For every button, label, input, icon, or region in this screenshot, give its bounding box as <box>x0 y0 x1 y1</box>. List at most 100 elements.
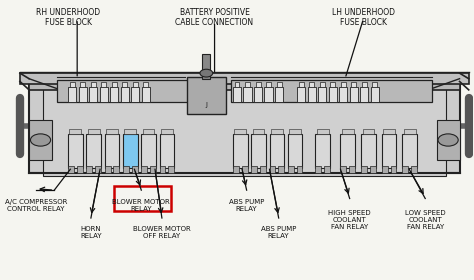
Bar <box>110 87 118 102</box>
Bar <box>317 129 328 134</box>
Bar <box>202 54 210 79</box>
Bar <box>113 167 119 173</box>
Bar <box>370 167 376 173</box>
Bar <box>160 134 174 168</box>
Bar <box>77 167 82 173</box>
Bar <box>132 167 137 173</box>
Bar <box>270 134 284 168</box>
Bar <box>234 129 246 134</box>
Bar <box>143 129 155 134</box>
Circle shape <box>438 134 458 146</box>
Bar <box>402 167 408 173</box>
Bar <box>68 134 82 168</box>
Text: ABS PUMP
RELAY: ABS PUMP RELAY <box>261 226 296 239</box>
Bar <box>266 82 271 87</box>
Bar <box>253 129 264 134</box>
Bar <box>123 167 129 173</box>
Bar <box>297 87 305 102</box>
Bar <box>264 87 273 102</box>
Bar <box>233 167 239 173</box>
Bar <box>351 82 356 87</box>
Bar <box>121 87 129 102</box>
Bar <box>339 87 347 102</box>
Bar <box>105 167 110 173</box>
Bar <box>68 87 76 102</box>
Bar <box>309 82 314 87</box>
Bar <box>141 134 156 168</box>
Text: BATTERY POSITIVE
CABLE CONNECTION: BATTERY POSITIVE CABLE CONNECTION <box>175 8 254 27</box>
Text: HIGH SPEED
COOLANT
FAN RELAY: HIGH SPEED COOLANT FAN RELAY <box>328 210 371 230</box>
Bar <box>142 87 150 102</box>
Bar <box>362 82 367 87</box>
Bar <box>187 77 226 113</box>
Bar <box>123 134 137 168</box>
Bar <box>361 134 376 168</box>
Text: LOW SPEED
COOLANT
FAN RELAY: LOW SPEED COOLANT FAN RELAY <box>405 210 446 230</box>
Bar <box>43 88 446 176</box>
Bar <box>382 134 396 168</box>
Bar <box>101 82 106 87</box>
Bar <box>275 87 283 102</box>
Bar <box>251 134 266 168</box>
Bar <box>100 87 108 102</box>
Text: RH UNDERHOOD
FUSE BLOCK: RH UNDERHOOD FUSE BLOCK <box>36 8 100 27</box>
Bar <box>349 167 355 173</box>
Bar <box>315 167 321 173</box>
Bar <box>299 82 303 87</box>
Bar <box>144 82 148 87</box>
Bar <box>80 82 85 87</box>
Bar <box>391 167 396 173</box>
Bar <box>112 82 117 87</box>
Bar <box>437 120 460 160</box>
Bar <box>255 82 261 87</box>
Bar <box>70 129 81 134</box>
Bar <box>70 82 74 87</box>
Bar <box>363 129 374 134</box>
Bar <box>324 167 330 173</box>
Bar <box>330 82 335 87</box>
Bar <box>371 87 379 102</box>
Bar <box>251 167 257 173</box>
Text: BLOWER MOTOR
OFF RELAY: BLOWER MOTOR OFF RELAY <box>133 226 191 239</box>
Bar <box>260 167 266 173</box>
Bar <box>319 82 325 87</box>
Bar <box>233 87 241 102</box>
Text: J: J <box>205 102 208 108</box>
Bar <box>89 87 97 102</box>
Bar <box>161 129 173 134</box>
Text: A/C COMPRESSOR
CONTROL RELAY: A/C COMPRESSOR CONTROL RELAY <box>5 199 67 211</box>
Bar <box>242 167 247 173</box>
Bar <box>168 167 174 173</box>
Circle shape <box>200 69 213 77</box>
Bar <box>277 82 282 87</box>
Bar <box>68 167 74 173</box>
Bar <box>402 134 417 168</box>
Bar <box>125 129 136 134</box>
Bar <box>318 87 326 102</box>
Bar <box>373 82 377 87</box>
Bar <box>350 87 358 102</box>
Text: LH UNDERHOOD
FUSE BLOCK: LH UNDERHOOD FUSE BLOCK <box>332 8 395 27</box>
Bar <box>289 129 301 134</box>
Bar <box>288 134 302 168</box>
Bar <box>235 82 239 87</box>
Bar <box>106 129 118 134</box>
Text: BLOWER MOTOR
RELAY: BLOWER MOTOR RELAY <box>112 199 170 211</box>
Bar <box>254 87 262 102</box>
Bar <box>105 134 119 168</box>
Bar <box>271 129 283 134</box>
Circle shape <box>30 134 51 146</box>
Bar <box>20 73 469 84</box>
Bar <box>328 87 337 102</box>
Bar <box>79 87 87 102</box>
Bar <box>288 167 294 173</box>
Bar <box>411 167 417 173</box>
Bar <box>245 82 250 87</box>
Bar <box>114 186 171 211</box>
Bar <box>341 82 346 87</box>
Bar <box>383 129 395 134</box>
Bar <box>404 129 416 134</box>
Bar <box>360 87 368 102</box>
Bar <box>315 134 330 168</box>
Bar <box>86 134 101 168</box>
